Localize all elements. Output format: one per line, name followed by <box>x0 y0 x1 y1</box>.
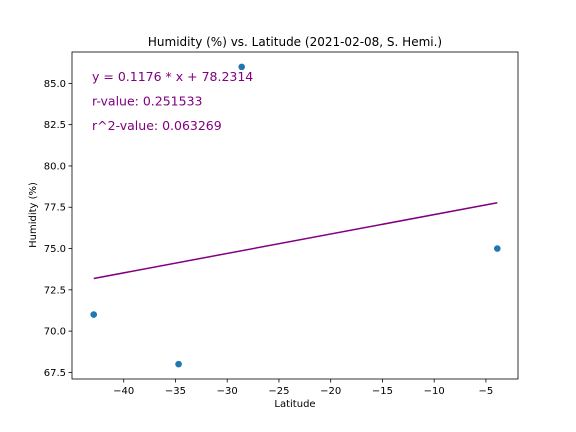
plot-area: −40 −35 −30 −25 −20 −15 −10 −5 67.5 70.0 72.5 75.0 7… <box>44 51 519 397</box>
y-tick-label: 72.5 <box>44 285 66 296</box>
x-tick-label: −35 <box>165 386 186 397</box>
y-axis-label: Humidity (%) <box>28 182 39 248</box>
y-tick-label: 80.0 <box>44 161 66 172</box>
x-tick-label: −5 <box>479 386 494 397</box>
y-tick-label: 77.5 <box>44 203 66 214</box>
data-point <box>494 245 501 252</box>
x-tick-label: −25 <box>268 386 289 397</box>
y-tick-label: 67.5 <box>44 368 66 379</box>
data-point <box>238 63 246 71</box>
x-tick-label: −10 <box>424 386 445 397</box>
x-tick-label: −20 <box>320 386 341 397</box>
x-tick-label: −40 <box>113 386 134 397</box>
r-squared-annotation: r^2-value: 0.063269 <box>92 118 222 133</box>
x-tick-label: −30 <box>217 386 238 397</box>
data-point <box>90 311 98 318</box>
r-value-annotation: r-value: 0.251533 <box>92 94 203 109</box>
x-tick-label: −15 <box>372 386 393 397</box>
axes-frame <box>71 51 519 380</box>
y-tick-label: 75.0 <box>44 244 66 255</box>
y-tick-label: 82.5 <box>44 120 66 131</box>
regression-equation: y = 0.1176 * x + 78.2314 <box>92 69 253 84</box>
y-tick-label: 85.0 <box>44 79 66 90</box>
data-point <box>175 360 182 368</box>
x-axis-label: Latitude <box>274 399 315 410</box>
regression-line <box>93 202 498 280</box>
chart-title: Humidity (%) vs. Latitude (2021-02-08, S… <box>148 35 442 49</box>
y-tick-label: 70.0 <box>44 327 66 338</box>
